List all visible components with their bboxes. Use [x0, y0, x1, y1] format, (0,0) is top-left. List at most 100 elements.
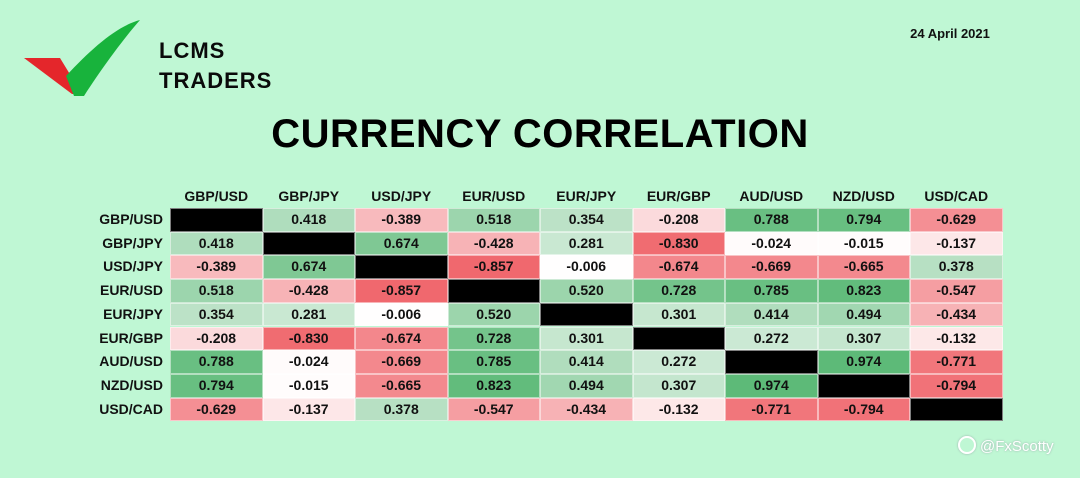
heatmap-cell: [910, 231, 1003, 256]
heatmap-cell: [447, 255, 540, 280]
diagonal-cell: [910, 397, 1003, 422]
heatmap-cell: [540, 279, 633, 303]
heatmap-cell: [540, 373, 633, 398]
cell-value-label: 0.378: [383, 400, 419, 417]
watermark-handle: @FxScotty: [980, 438, 1054, 455]
row-header: EUR/JPY: [103, 305, 163, 322]
heatmap-cell: [910, 373, 1003, 398]
cell-value-label: -0.389: [381, 211, 422, 227]
heatmap-cell: [817, 350, 910, 374]
heatmap-cell: [540, 326, 633, 351]
column-header: EUR/USD: [462, 188, 526, 204]
cell-value-label: -0.547: [936, 282, 977, 299]
cell-value-label: -0.629: [936, 211, 977, 227]
cell-value-label: 0.494: [846, 305, 882, 322]
cell-value-label: 0.307: [846, 329, 882, 346]
cell-value-label: 0.674: [383, 234, 419, 251]
column-header: EUR/JPY: [556, 188, 617, 204]
heatmap-cell: [817, 231, 910, 256]
heatmap-cell: [170, 373, 263, 398]
row-header: NZD/USD: [100, 376, 163, 393]
checkmark-logo-icon: [24, 20, 140, 96]
cell-value-label: -0.428: [473, 234, 514, 251]
heatmap-cell: [632, 350, 725, 374]
row-header: USD/JPY: [103, 258, 163, 275]
diagonal-cell: [725, 350, 818, 374]
heatmap-cell: [262, 255, 355, 280]
cell-value-label: -0.794: [843, 400, 884, 417]
cell-value-label: -0.669: [751, 258, 792, 275]
heatmap-cell: [262, 302, 355, 327]
brand-line-1: LCMS: [159, 38, 226, 63]
heatmap-cell: [632, 208, 725, 232]
heatmap-cell: [170, 255, 263, 280]
cell-value-label: -0.024: [288, 353, 329, 370]
cell-value-label: 0.518: [476, 211, 512, 227]
cell-value-label: 0.823: [476, 376, 512, 393]
heatmap-cell: [355, 326, 448, 351]
cell-value-label: -0.434: [936, 305, 977, 322]
heatmap-cell: [632, 302, 725, 327]
column-header: GBP/JPY: [278, 188, 340, 204]
cell-value-label: -0.006: [381, 305, 422, 322]
heatmap-cell: [170, 326, 263, 351]
cell-value-label: 0.974: [846, 353, 882, 370]
cell-value-label: 0.794: [846, 211, 882, 227]
cell-value-label: -0.857: [381, 282, 422, 299]
diagonal-cell: [632, 326, 725, 351]
cell-value-label: -0.669: [381, 353, 422, 370]
cell-value-label: -0.771: [751, 400, 792, 417]
cell-value-label: -0.137: [288, 400, 329, 417]
heatmap-cell: [540, 255, 633, 280]
heatmap-cell: [170, 350, 263, 374]
column-header: USD/JPY: [371, 188, 432, 204]
heatmap-cell: [355, 397, 448, 422]
cell-value-label: 0.785: [753, 282, 789, 299]
heatmap-cell: [170, 279, 263, 303]
heatmap-cell: [725, 326, 818, 351]
heatmap-cell: [447, 208, 540, 232]
cell-value-label: 0.728: [476, 329, 512, 346]
cell-value-label: 0.354: [198, 305, 234, 322]
row-header: AUD/USD: [99, 353, 163, 370]
brand-name: LCMS TRADERS: [159, 36, 272, 96]
heatmap-cell: [447, 231, 540, 256]
row-header: GBP/JPY: [102, 234, 163, 251]
heatmap-cell: [817, 279, 910, 303]
column-header: AUD/USD: [739, 188, 804, 204]
cell-value-label: -0.208: [196, 329, 237, 346]
heatmap-cell: [355, 208, 448, 232]
heatmap-cell: [725, 302, 818, 327]
chart-title: CURRENCY CORRELATION: [271, 112, 809, 156]
diagonal-cell: [540, 302, 633, 327]
heatmap-cell: [817, 208, 910, 232]
cell-value-label: 0.307: [661, 376, 697, 393]
cell-value-label: -0.015: [288, 376, 329, 393]
cell-value-label: 0.728: [661, 282, 697, 299]
cell-value-label: -0.137: [936, 234, 977, 251]
heatmap-cell: [262, 350, 355, 374]
cell-value-label: -0.674: [658, 258, 699, 275]
heatmap-cell: [725, 255, 818, 280]
heatmap-cell: [632, 231, 725, 256]
report-date: 24 April 2021: [910, 26, 990, 41]
diagonal-cell: [447, 279, 540, 303]
heatmap-cell: [447, 326, 540, 351]
cell-value-label: 0.788: [753, 211, 789, 227]
heatmap-cell: [910, 208, 1003, 232]
heatmap-cell: [910, 302, 1003, 327]
cell-value-label: 0.823: [846, 282, 882, 299]
heatmap-cell: [817, 397, 910, 422]
row-header: USD/CAD: [99, 400, 163, 417]
cell-value-label: 0.272: [661, 353, 697, 370]
cell-value-label: -0.132: [658, 400, 699, 417]
heatmap-cell: [447, 302, 540, 327]
heatmap-cell: [262, 373, 355, 398]
cell-value-label: 0.281: [291, 305, 327, 322]
cell-value-label: 0.301: [661, 305, 697, 322]
cell-value-label: 0.974: [753, 376, 789, 393]
cell-value-label: -0.015: [843, 234, 884, 251]
cell-value-label: 0.281: [568, 234, 604, 251]
heatmap-cell: [910, 255, 1003, 280]
